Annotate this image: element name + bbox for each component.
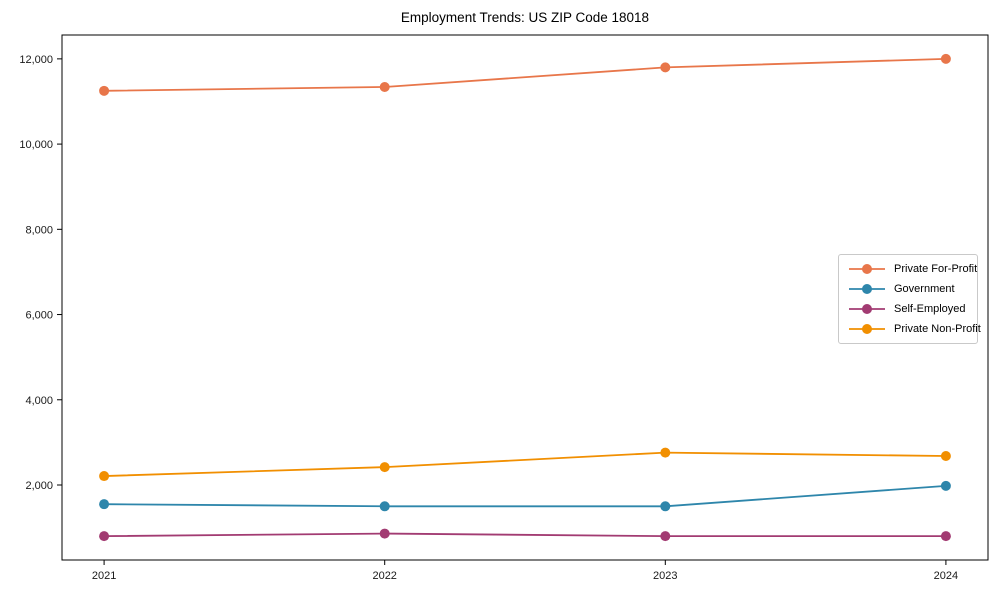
- legend-label: Private Non-Profit: [894, 323, 981, 335]
- legend-item: Government: [839, 280, 977, 298]
- data-point-marker: [99, 85, 110, 96]
- legend-item: Private Non-Profit: [839, 320, 981, 338]
- x-axis-tick-label: 2023: [653, 570, 677, 582]
- y-axis-tick-label: 12,000: [19, 54, 53, 66]
- data-point-marker: [660, 62, 671, 73]
- series-line: [103, 57, 947, 92]
- y-axis-tick-label: 8,000: [25, 224, 53, 236]
- data-point-marker: [940, 531, 951, 542]
- data-point-marker: [99, 471, 110, 482]
- data-point-marker: [940, 53, 951, 64]
- chart-title: Employment Trends: US ZIP Code 18018: [400, 10, 650, 25]
- legend-label: Government: [894, 283, 955, 295]
- data-point-marker: [379, 462, 390, 473]
- series-line: [103, 484, 947, 508]
- data-point-marker: [660, 501, 671, 512]
- legend-marker-icon: [849, 284, 885, 294]
- legend-item: Self-Employed: [839, 300, 977, 318]
- series-line: [103, 451, 947, 477]
- legend-marker-icon: [849, 324, 885, 334]
- data-point-marker: [379, 501, 390, 512]
- legend: Private For-Profit Government Self-Employe…: [838, 254, 981, 344]
- data-point-marker: [660, 447, 671, 458]
- y-axis-tick-label: 2,000: [25, 480, 53, 492]
- x-axis-tick-label: 2021: [92, 570, 116, 582]
- y-axis-tick-label: 6,000: [25, 310, 53, 322]
- data-point-marker: [99, 499, 110, 510]
- x-axis-tick-label: 2022: [372, 570, 396, 582]
- axes-frame: [61, 34, 989, 561]
- series-line: [103, 532, 947, 538]
- x-axis-tick-label: 2024: [934, 570, 958, 582]
- y-axis-tick-label: 4,000: [25, 395, 53, 407]
- data-point-marker: [940, 451, 951, 462]
- legend-label: Self-Employed: [894, 303, 966, 315]
- data-point-marker: [660, 531, 671, 542]
- legend-marker-icon: [849, 304, 885, 314]
- data-point-marker: [99, 531, 110, 542]
- data-point-marker: [379, 528, 390, 539]
- legend-label: Private For-Profit: [894, 263, 978, 275]
- legend-marker-icon: [849, 264, 885, 274]
- legend-item: Private For-Profit: [839, 260, 977, 278]
- y-axis-tick-label: 10,000: [19, 139, 53, 151]
- data-point-marker: [940, 480, 951, 491]
- data-point-marker: [379, 81, 390, 92]
